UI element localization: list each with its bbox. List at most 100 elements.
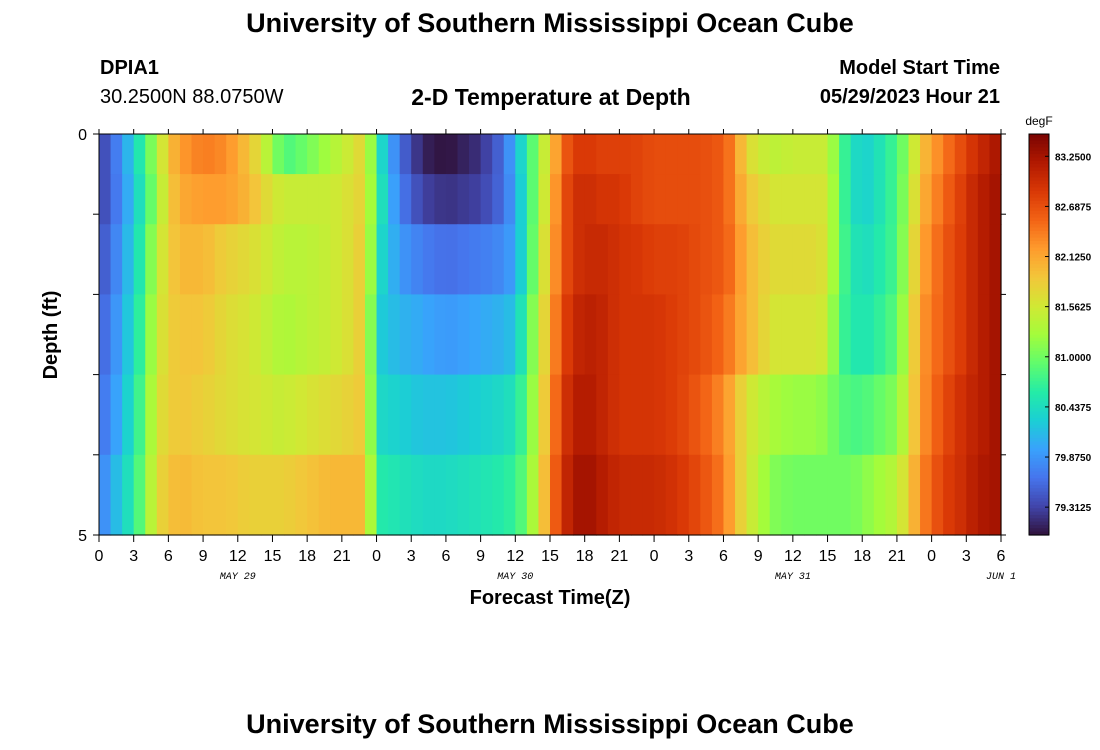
colorbar-segment (1029, 347, 1049, 352)
day-label: JUN 1 (986, 572, 1016, 583)
heatmap-cell (260, 134, 274, 175)
heatmap-cell (769, 294, 782, 376)
heatmap-cell (966, 454, 979, 536)
x-tick-label: 9 (476, 548, 485, 565)
heatmap-cell (827, 294, 840, 376)
heatmap-cell (827, 224, 840, 295)
colorbar-segment (1029, 464, 1049, 469)
heatmap-cell (885, 224, 898, 295)
heatmap-cell (330, 454, 343, 536)
heatmap-cell (977, 454, 991, 536)
heatmap-cell (515, 374, 528, 456)
heatmap-cell (781, 224, 794, 295)
x-tick-label: 15 (541, 548, 559, 565)
heatmap-cell (434, 374, 447, 456)
heatmap-cell (862, 174, 875, 225)
heatmap-cell (920, 374, 933, 456)
heatmap-cell (480, 374, 493, 456)
heatmap-cell (642, 134, 655, 175)
heatmap-cell (145, 224, 158, 295)
heatmap-cell (284, 224, 297, 295)
colorbar-segment (1029, 154, 1049, 158)
heatmap-cell (700, 174, 713, 225)
heatmap-cell (515, 294, 528, 376)
heatmap-cell (284, 454, 297, 536)
heatmap-cell (249, 224, 262, 295)
heatmap-cell (341, 294, 355, 376)
heatmap-cell (711, 134, 725, 175)
heatmap-cell (873, 374, 886, 456)
x-tick-label: 3 (407, 548, 416, 565)
heatmap-cell (804, 294, 817, 376)
heatmap-cell (307, 134, 320, 175)
heatmap-cell (896, 294, 910, 376)
heatmap-cell (422, 374, 435, 456)
heatmap-cell (977, 224, 991, 295)
heatmap-cell (330, 294, 343, 376)
heatmap-cell (642, 294, 655, 376)
heatmap-cell (561, 134, 574, 175)
heatmap-cell (515, 174, 528, 225)
heatmap-cell (735, 174, 748, 225)
heatmap-cell (399, 294, 412, 376)
colorbar-segment (1029, 421, 1049, 426)
heatmap-cell (353, 374, 366, 456)
heatmap-cell (677, 174, 690, 225)
heatmap-cell (388, 374, 401, 456)
heatmap-cell (677, 294, 690, 376)
heatmap-cell (99, 224, 112, 295)
heatmap-cell (862, 134, 875, 175)
colorbar-segment (1029, 387, 1049, 392)
heatmap-cell (677, 374, 690, 456)
heatmap-cell (896, 374, 910, 456)
heatmap-cell (341, 374, 355, 456)
heatmap-cell (827, 454, 840, 536)
colorbar-segment (1029, 174, 1049, 179)
heatmap-cell (376, 454, 389, 536)
heatmap-cell (110, 174, 123, 225)
heatmap-cell (226, 134, 239, 175)
heatmap-cell (607, 374, 620, 456)
heatmap-cell (480, 454, 493, 536)
heatmap-cell (492, 134, 505, 175)
heatmap-cell (295, 174, 308, 225)
heatmap-cell (99, 174, 112, 225)
heatmap-cell (561, 374, 574, 456)
heatmap-cell (943, 134, 956, 175)
heatmap-cell (99, 294, 112, 376)
colorbar-tick-label: 79.8750 (1055, 453, 1092, 464)
heatmap-cell (179, 174, 193, 225)
heatmap-cell (815, 454, 829, 536)
heatmap-cell (700, 224, 713, 295)
heatmap-cell (110, 374, 123, 456)
heatmap-cell (954, 134, 967, 175)
x-tick-label: 18 (576, 548, 594, 565)
heatmap-cell (966, 374, 979, 456)
colorbar-segment (1029, 491, 1049, 496)
heatmap-cell (711, 174, 725, 225)
heatmap-cell (492, 294, 505, 376)
heatmap-cell (122, 134, 135, 175)
colorbar-segment (1029, 371, 1049, 376)
colorbar-segment (1029, 431, 1049, 436)
heatmap-cell (630, 134, 644, 175)
heatmap-cell (711, 224, 725, 295)
colorbar-segment (1029, 528, 1049, 533)
heatmap-cell (792, 174, 806, 225)
heatmap-cell (214, 294, 227, 376)
heatmap-cell (573, 134, 586, 175)
heatmap-cell (920, 134, 933, 175)
heatmap-cell (457, 224, 470, 295)
heatmap-cell (607, 224, 620, 295)
colorbar-segment (1029, 234, 1049, 239)
heatmap-cell (723, 374, 736, 456)
heatmap-cell (422, 134, 435, 175)
heatmap-cell (908, 224, 921, 295)
heatmap-cell (792, 374, 806, 456)
heatmap-cell (931, 174, 944, 225)
colorbar-segment (1029, 284, 1049, 289)
heatmap-cell (191, 224, 204, 295)
colorbar-segment (1029, 404, 1049, 409)
heatmap-cell (943, 294, 956, 376)
colorbar-segment (1029, 254, 1049, 259)
